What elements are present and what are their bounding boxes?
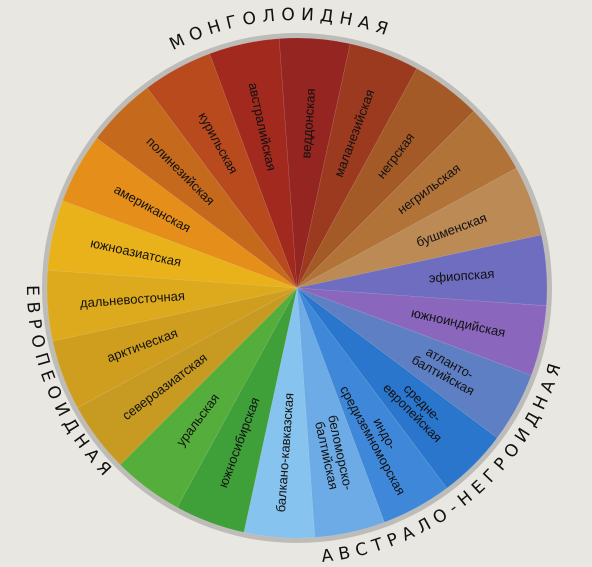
segment-3 — [47, 200, 298, 289]
segment-1 — [52, 287, 298, 409]
segment-14 — [296, 287, 547, 376]
segment-label: эфиопская — [428, 266, 495, 286]
segment-12 — [296, 167, 542, 289]
segment-label-line: веддонская — [298, 88, 318, 159]
segment-7 — [209, 38, 298, 289]
segment-4 — [62, 137, 298, 289]
segment-18 — [296, 287, 385, 538]
segment-6 — [146, 53, 298, 289]
segment-21 — [119, 287, 298, 508]
segment-13 — [296, 234, 548, 307]
segment-10 — [296, 68, 475, 289]
segment-9 — [296, 43, 418, 289]
segment-16 — [296, 287, 498, 489]
segment-8 — [278, 37, 351, 289]
segment-label: дальневосточная — [79, 288, 185, 310]
segment-0 — [77, 287, 298, 466]
segment-label-line: дальневосточная — [79, 288, 185, 310]
segment-15 — [296, 287, 532, 439]
wheel-segments — [46, 37, 548, 539]
segment-17 — [296, 287, 448, 523]
segment-5 — [96, 87, 298, 289]
segment-20 — [176, 287, 298, 533]
segment-2 — [46, 269, 298, 342]
segment-label-line: эфиопская — [428, 266, 495, 286]
segment-19 — [243, 287, 316, 539]
segment-label: веддонская — [298, 88, 318, 159]
segment-11 — [296, 110, 517, 289]
